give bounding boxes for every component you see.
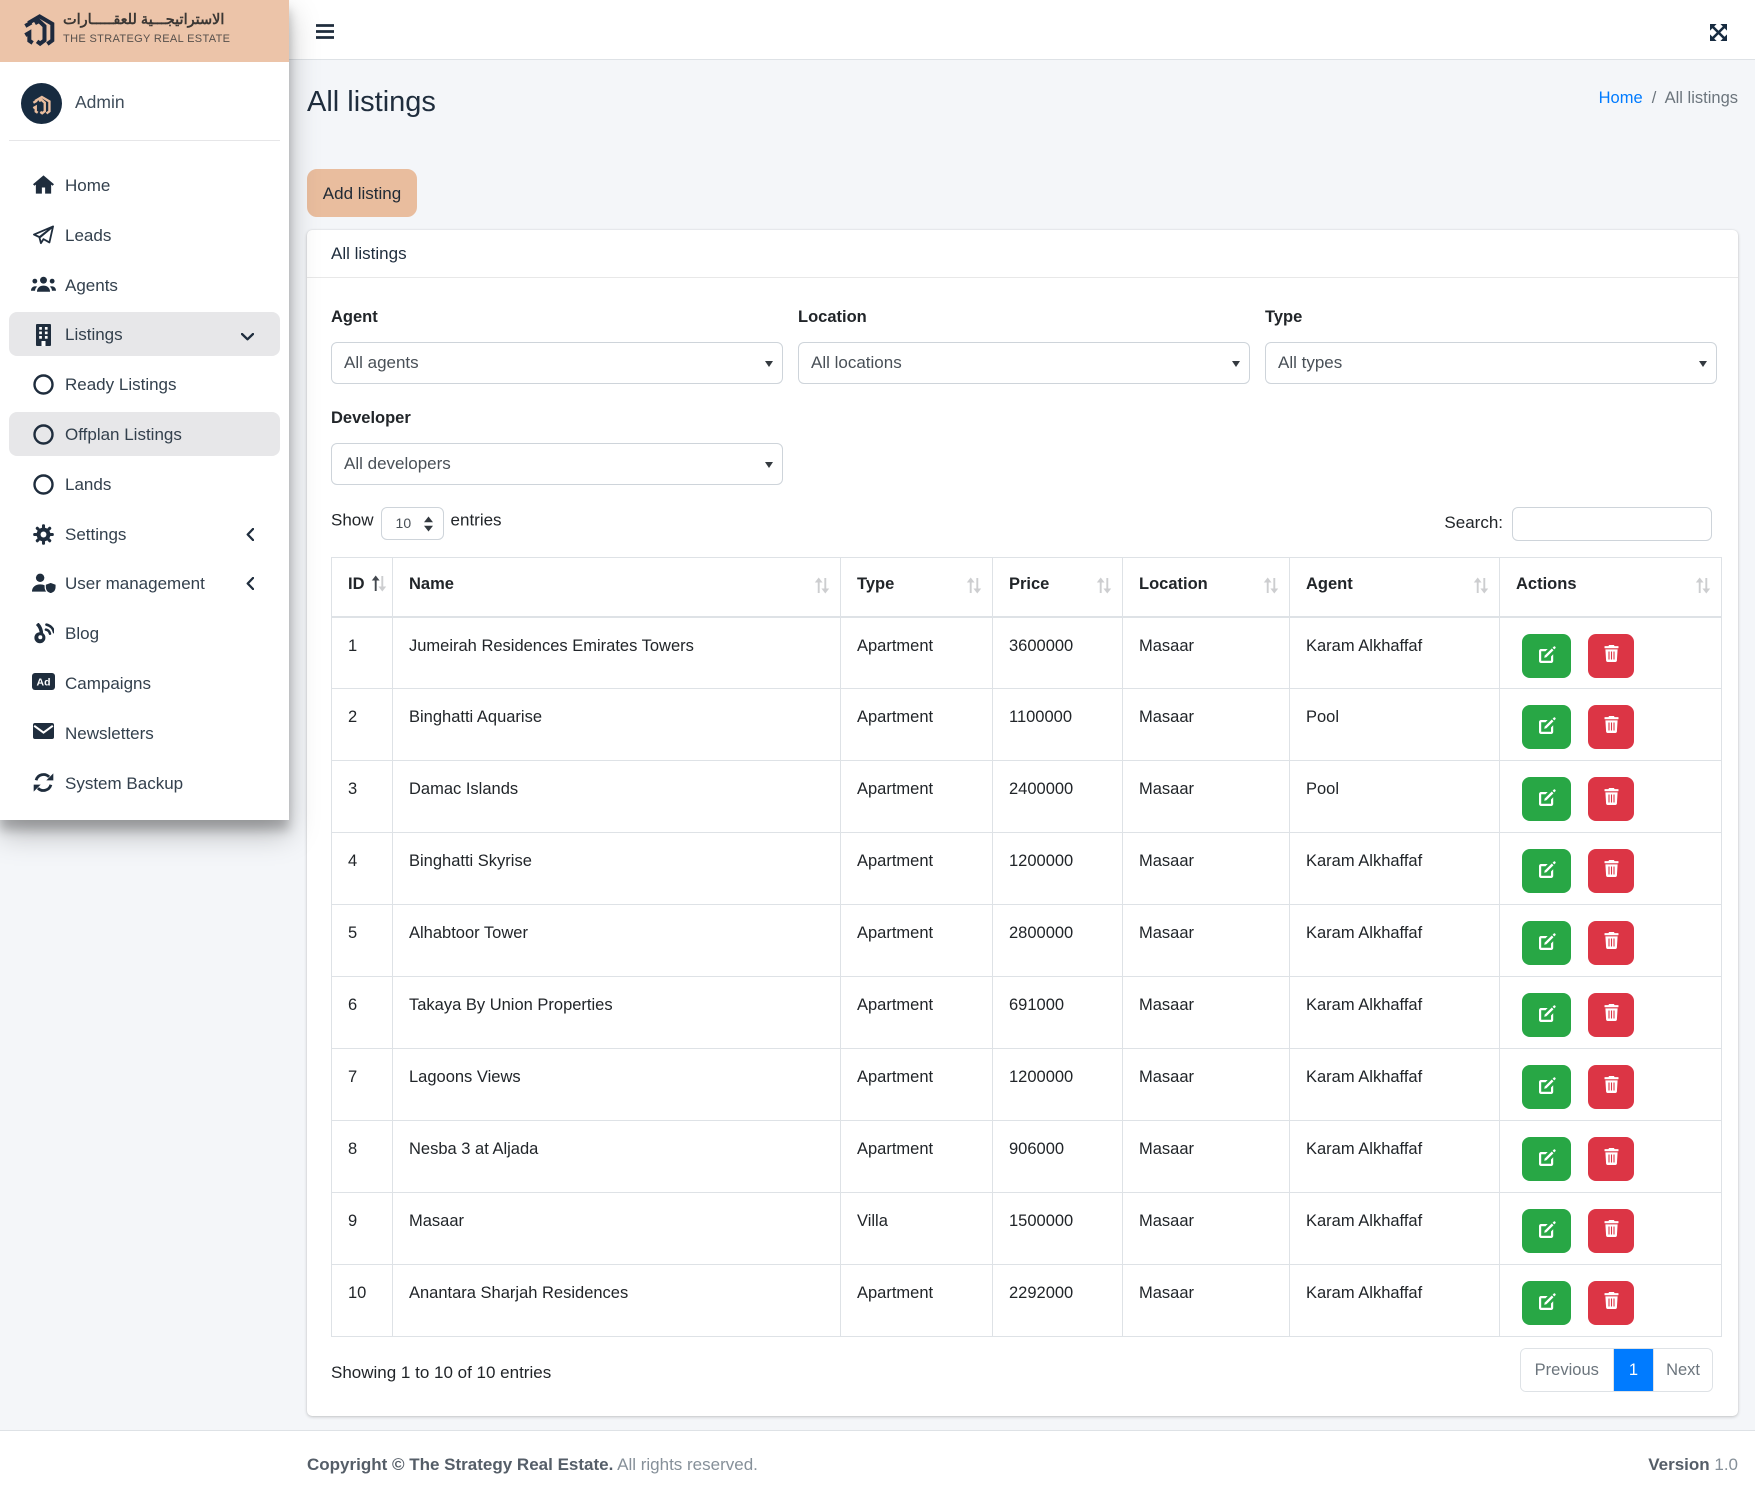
svg-text:Ad: Ad xyxy=(36,677,50,689)
